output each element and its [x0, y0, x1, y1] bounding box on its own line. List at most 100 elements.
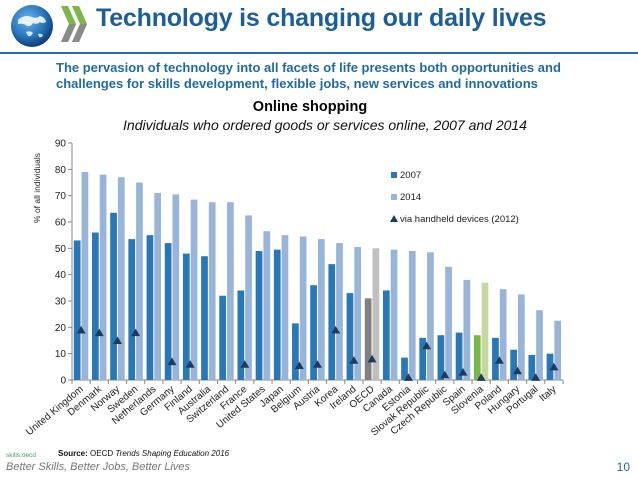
bar-2014 [190, 199, 198, 380]
bar-2007 [455, 332, 463, 380]
bar-2014 [463, 279, 471, 380]
bar-2007 [92, 232, 99, 380]
legend-label-2014: 2014 [400, 192, 421, 203]
y-tick-label: 50 [55, 244, 67, 255]
bar-2014 [245, 215, 252, 380]
bar-2007 [164, 243, 172, 380]
y-tick-label: 20 [55, 323, 67, 334]
bar-2007 [473, 335, 481, 380]
legend-swatch-2007 [391, 172, 397, 178]
bar-2014 [317, 239, 325, 380]
handheld-marker [112, 336, 122, 344]
bar-2007 [182, 253, 190, 380]
handheld-marker [367, 354, 377, 363]
bar-2007 [528, 354, 536, 380]
source-note: Source: OECD Trends Shaping Education 20… [58, 449, 229, 458]
y-tick-label: 70 [55, 191, 67, 202]
y-tick-label: 90 [55, 139, 67, 150]
legend-swatch-2014 [391, 194, 397, 200]
bar-2007 [73, 240, 81, 380]
bar-2007 [255, 250, 263, 380]
tagline: Better Skills, Better Jobs, Better Lives [6, 461, 191, 473]
bar-2014 [299, 236, 307, 380]
handheld-marker [76, 325, 86, 334]
bar-2007 [382, 290, 390, 380]
bar-2014 [99, 174, 107, 380]
bar-2007 [146, 235, 154, 380]
chart-subtitle: Individuals who ordered goods or service… [123, 117, 527, 133]
bar-2007 [492, 337, 499, 380]
bar-2014 [227, 202, 234, 380]
handheld-marker [313, 360, 322, 368]
y-tick-label: 30 [55, 297, 67, 308]
chart-title: Online shopping [252, 99, 368, 115]
bar-2007 [237, 290, 245, 380]
handheld-marker [513, 366, 523, 375]
bar-2007 [128, 239, 136, 380]
bar-2014 [81, 171, 89, 380]
bar-2007 [546, 353, 554, 380]
skills-oecd-tag: skills.oecd [6, 452, 36, 459]
bar-2007 [328, 264, 336, 380]
bar-2014 [390, 249, 398, 380]
bar-2014 [354, 247, 362, 380]
y-axis-label: % of all individuals [32, 153, 42, 223]
bar-2007 [273, 249, 281, 380]
source-label: Source: [58, 449, 88, 458]
oecd-logo [6, 2, 92, 48]
y-tick-label: 40 [55, 270, 67, 281]
handheld-marker [331, 325, 341, 334]
bar-2007 [364, 298, 372, 380]
bar-2007 [310, 285, 317, 380]
title-divider [0, 52, 638, 54]
bar-2014 [445, 266, 452, 380]
page-number: 10 [616, 460, 630, 474]
page-subtitle: The pervasion of technology into all fac… [56, 60, 561, 91]
page-title: Technology is changing our daily lives [96, 4, 547, 32]
handheld-marker [240, 360, 250, 368]
handheld-marker [185, 360, 195, 368]
bar-2014 [117, 177, 125, 380]
x-tick-label: Italy [537, 384, 558, 404]
handheld-marker [476, 373, 486, 381]
bar-2014 [499, 289, 507, 380]
bar-2007 [201, 256, 208, 380]
handheld-marker [422, 341, 432, 350]
bar-2014 [336, 243, 343, 380]
handheld-marker [458, 368, 468, 376]
bar-2014 [263, 231, 271, 380]
handheld-marker [94, 328, 104, 337]
bar-2014 [154, 193, 162, 380]
y-tick-label: 60 [55, 218, 67, 229]
bar-2014 [208, 202, 216, 380]
bar-2014 [517, 294, 525, 380]
bar-2014 [536, 310, 543, 380]
handheld-marker [549, 362, 559, 371]
bar-2007 [401, 357, 408, 380]
y-tick-label: 80 [55, 165, 67, 176]
bar-2007 [437, 335, 445, 380]
bar-2014 [172, 194, 180, 380]
handheld-marker [494, 356, 504, 364]
bar-2014 [281, 235, 289, 380]
bar-2014 [554, 320, 562, 380]
legend-marker-handheld [390, 215, 398, 222]
handheld-marker [440, 370, 450, 379]
handheld-marker [349, 356, 359, 364]
source-org: OECD [90, 449, 114, 458]
handheld-marker [167, 357, 177, 366]
handheld-marker [531, 373, 541, 381]
bar-2014 [136, 182, 143, 380]
handheld-marker [403, 373, 413, 381]
bar-2007 [219, 295, 227, 380]
bar-2014 [427, 252, 434, 380]
handheld-marker [294, 361, 304, 370]
oecd-globe-logo-icon [11, 5, 87, 47]
bar-2007 [510, 349, 517, 380]
handheld-marker [131, 328, 141, 337]
legend-label-2007: 2007 [400, 170, 421, 181]
y-tick-label: 0 [60, 376, 66, 387]
bar-2014 [408, 250, 416, 380]
bar-2007 [419, 337, 427, 380]
